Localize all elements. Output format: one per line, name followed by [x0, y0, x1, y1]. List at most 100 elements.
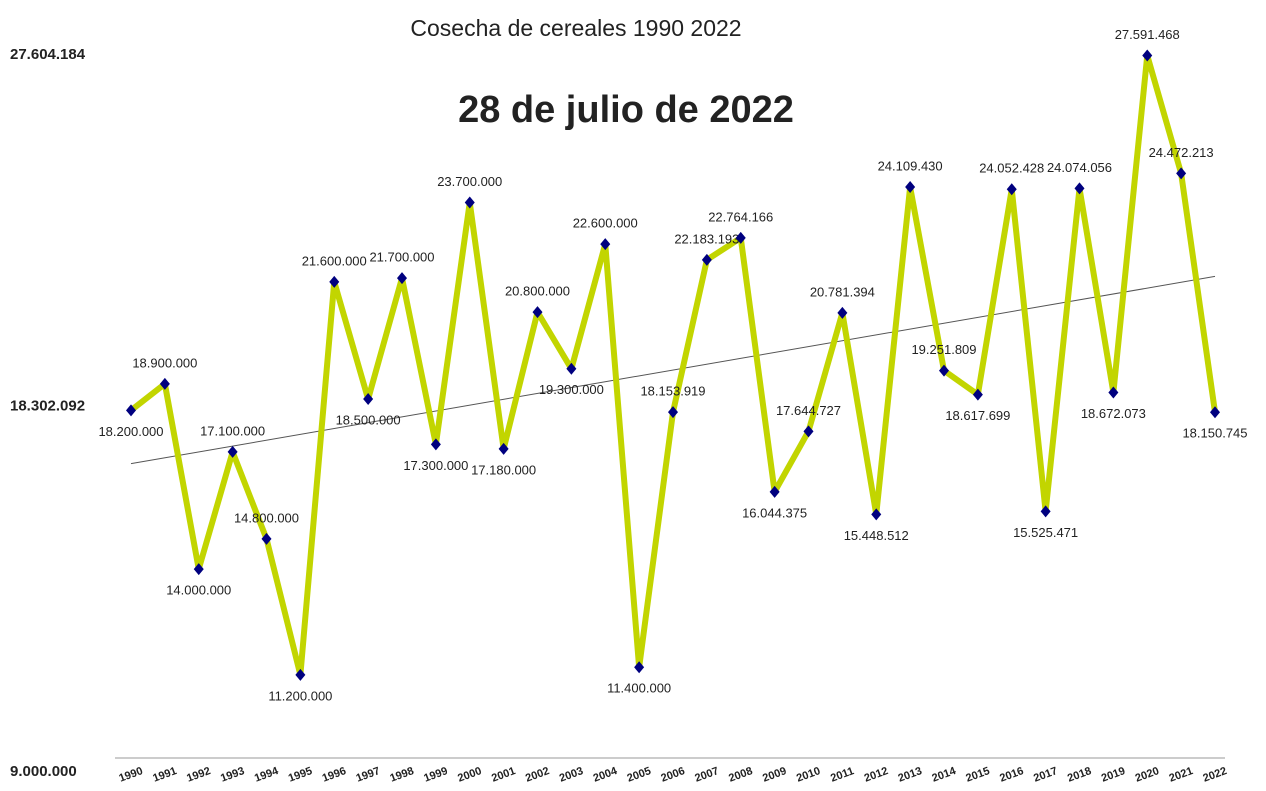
- value-label: 17.180.000: [471, 462, 536, 477]
- value-label: 18.200.000: [98, 424, 163, 439]
- x-tick-label: 2016: [998, 765, 1025, 785]
- value-label: 24.074.056: [1047, 160, 1112, 175]
- value-label: 24.472.213: [1149, 145, 1214, 160]
- value-label: 22.764.166: [708, 209, 773, 224]
- value-label: 24.109.430: [878, 158, 943, 173]
- y-tick-label: 18.302.092: [10, 397, 85, 414]
- marker: [295, 668, 306, 681]
- marker: [1142, 49, 1153, 62]
- value-label: 20.800.000: [505, 284, 570, 299]
- x-tick-label: 2012: [863, 765, 890, 785]
- marker: [363, 393, 374, 406]
- x-tick-label: 1995: [287, 765, 314, 785]
- marker: [972, 388, 983, 401]
- value-label: 18.153.919: [640, 384, 705, 399]
- x-tick-label: 1990: [117, 765, 144, 785]
- value-label: 17.300.000: [403, 458, 468, 473]
- marker: [735, 231, 746, 244]
- marker: [1108, 386, 1119, 399]
- marker: [159, 377, 170, 390]
- x-tick-label: 2017: [1032, 765, 1059, 785]
- x-tick-label: 2001: [490, 765, 517, 785]
- value-label: 18.500.000: [336, 412, 401, 427]
- value-label: 16.044.375: [742, 505, 807, 520]
- marker: [1176, 167, 1187, 180]
- x-tick-label: 2003: [558, 765, 585, 785]
- marker: [668, 406, 678, 419]
- x-tick-label: 2010: [795, 765, 822, 785]
- x-tick-label: 2002: [524, 765, 551, 785]
- x-tick-label: 1998: [388, 765, 415, 785]
- x-tick-label: 1996: [321, 765, 348, 785]
- value-label: 18.150.745: [1182, 426, 1247, 441]
- marker: [634, 661, 645, 674]
- marker: [837, 306, 848, 319]
- marker: [193, 563, 204, 576]
- marker: [905, 181, 916, 194]
- x-tick-label: 2015: [964, 765, 991, 785]
- value-label: 18.617.699: [945, 408, 1010, 423]
- marker: [464, 196, 475, 209]
- marker: [939, 364, 949, 377]
- x-tick-label: 2013: [897, 765, 924, 785]
- marker: [498, 442, 509, 455]
- x-tick-label: 2020: [1134, 765, 1161, 785]
- chart-subtitle: 28 de julio de 2022: [458, 89, 794, 131]
- marker: [769, 485, 780, 498]
- x-tick-label: 1991: [151, 765, 178, 785]
- x-tick-label: 2022: [1201, 765, 1228, 785]
- x-tick-label: 2011: [829, 765, 856, 784]
- marker: [1006, 183, 1017, 196]
- value-label: 11.400.000: [607, 681, 671, 696]
- x-tick-label: 1993: [219, 765, 246, 785]
- x-tick-label: 1997: [355, 765, 382, 785]
- x-tick-label: 2019: [1100, 765, 1127, 785]
- marker: [871, 508, 882, 521]
- value-label: 21.600.000: [302, 253, 367, 268]
- marker: [1210, 406, 1220, 419]
- marker: [126, 404, 136, 417]
- marker: [329, 275, 340, 288]
- x-tick-label: 2018: [1066, 765, 1093, 785]
- value-label: 23.700.000: [437, 174, 502, 189]
- value-label: 14.000.000: [166, 583, 231, 598]
- value-label: 19.251.809: [911, 342, 976, 357]
- value-label: 15.525.471: [1013, 525, 1078, 540]
- x-tick-label: 1999: [422, 765, 449, 785]
- value-label: 17.644.727: [776, 403, 841, 418]
- value-label: 11.200.000: [268, 688, 332, 703]
- x-tick-label: 2008: [727, 765, 754, 785]
- marker: [1040, 505, 1051, 518]
- value-label: 27.591.468: [1115, 27, 1180, 42]
- x-tick-label: 2004: [592, 765, 620, 785]
- x-tick-label: 2007: [693, 765, 720, 785]
- trendline: [130, 275, 1216, 465]
- marker: [430, 438, 441, 451]
- x-tick-label: 2005: [626, 765, 653, 785]
- chart-title: Cosecha de cereales 1990 2022: [410, 15, 741, 41]
- x-tick-label: 2006: [659, 765, 686, 785]
- marker: [701, 253, 712, 266]
- marker: [566, 362, 577, 375]
- value-label: 24.052.428: [979, 161, 1044, 176]
- marker: [227, 445, 238, 458]
- value-label: 22.183.193: [674, 231, 739, 246]
- data-line: [129, 52, 1218, 678]
- x-tick-label: 1994: [253, 765, 281, 785]
- y-tick-label: 9.000.000: [10, 763, 77, 780]
- y-tick-label: 27.604.184: [10, 46, 86, 63]
- value-label: 21.700.000: [369, 250, 434, 265]
- x-tick-label: 2014: [930, 765, 958, 785]
- value-label: 14.800.000: [234, 510, 299, 525]
- x-tick-label: 2021: [1168, 765, 1195, 785]
- marker: [600, 238, 611, 251]
- marker: [397, 272, 407, 285]
- value-label: 17.100.000: [200, 423, 265, 438]
- value-label: 20.781.394: [810, 284, 875, 299]
- value-label: 18.672.073: [1081, 406, 1146, 421]
- marker: [803, 425, 814, 438]
- value-label: 15.448.512: [844, 528, 909, 543]
- marker: [532, 306, 543, 319]
- x-tick-label: 2009: [761, 765, 788, 785]
